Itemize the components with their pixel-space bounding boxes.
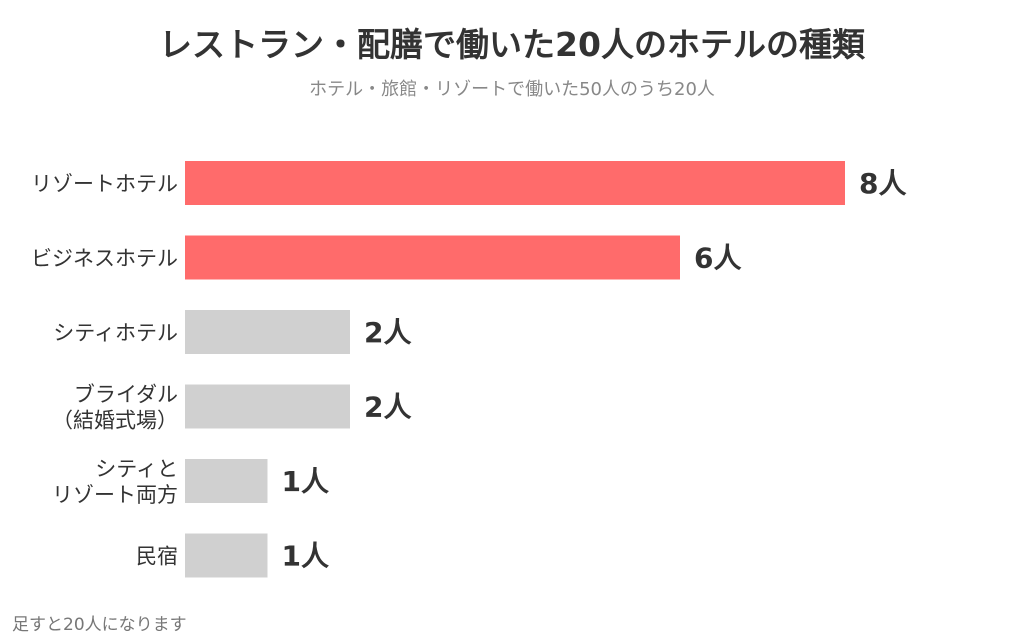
bar-5: [185, 533, 268, 578]
category-label-5: 民宿: [136, 545, 178, 569]
category-label-4-line-1: リゾート両方: [52, 483, 178, 507]
category-label-3-line-0: ブライダル: [74, 383, 178, 407]
category-label-4-line-0: シティと: [95, 457, 178, 481]
bar-3: [185, 384, 350, 429]
value-label-5: 1人: [282, 540, 329, 573]
bar-2: [185, 310, 350, 354]
category-label-0: リゾートホテル: [31, 172, 178, 196]
value-label-1: 6人: [694, 242, 741, 275]
category-label-1: ビジネスホテル: [31, 247, 178, 271]
chart-title: レストラン・配膳で働いた20人のホテルの種類: [159, 25, 865, 64]
category-label-3-line-1: （結婚式場）: [52, 409, 178, 433]
footnote: 足すと20人になります: [12, 615, 187, 635]
value-label-0: 8人: [859, 167, 906, 200]
chart-subtitle: ホテル・旅館・リゾートで働いた50人のうち20人: [309, 79, 715, 100]
bar-4: [185, 459, 268, 503]
bar-1: [185, 235, 680, 280]
value-label-3: 2人: [364, 391, 411, 424]
category-label-2: シティホテル: [53, 321, 178, 345]
bar-0: [185, 161, 845, 205]
value-label-2: 2人: [364, 316, 411, 349]
value-label-4: 1人: [282, 465, 329, 498]
